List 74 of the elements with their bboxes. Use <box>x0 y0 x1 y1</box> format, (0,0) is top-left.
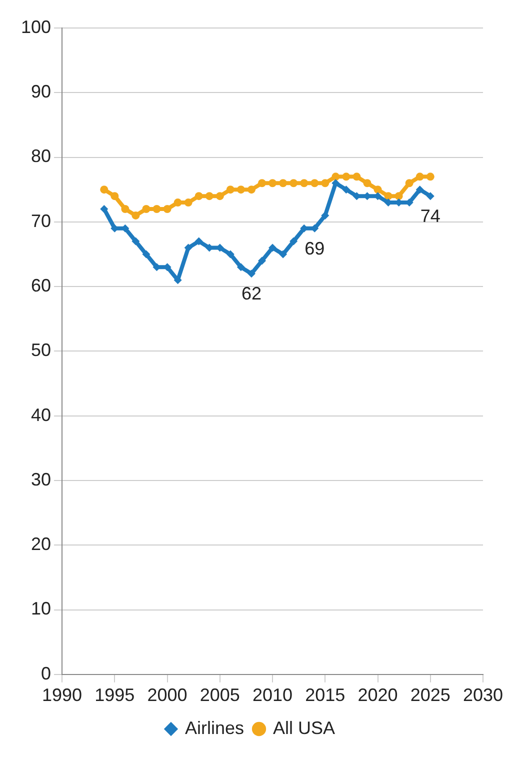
point <box>142 204 150 213</box>
point <box>236 263 245 272</box>
point <box>236 186 245 194</box>
point <box>163 204 172 213</box>
point <box>426 172 434 181</box>
point <box>416 186 424 194</box>
y-tick-label: 30 <box>31 469 52 490</box>
y-tick-label: 60 <box>31 276 52 296</box>
point <box>342 186 350 194</box>
point <box>332 172 340 181</box>
point <box>226 186 234 194</box>
point <box>279 250 288 258</box>
y-tick-label: 10 <box>31 598 52 619</box>
point <box>416 172 424 181</box>
point <box>321 179 330 188</box>
point <box>290 179 298 188</box>
x-tick-label: 2015 <box>305 685 346 706</box>
point <box>132 211 140 220</box>
x-tick-label: 1995 <box>94 685 135 706</box>
point <box>247 270 256 278</box>
x-tick-label: 2005 <box>200 685 240 706</box>
point <box>300 179 308 188</box>
point <box>121 204 130 213</box>
point <box>394 192 403 200</box>
y-tick-label: 0 <box>41 663 52 684</box>
x-tick-label: 1990 <box>42 685 82 706</box>
point <box>342 172 350 181</box>
x-tick-label: 2010 <box>252 685 293 706</box>
point <box>268 244 277 252</box>
x-tick-label: 2000 <box>147 685 188 706</box>
point <box>152 204 161 213</box>
point <box>110 192 119 200</box>
point <box>363 179 372 188</box>
point <box>258 256 266 265</box>
point <box>226 250 234 258</box>
point <box>258 179 266 188</box>
point <box>142 250 150 258</box>
y-tick-label: 70 <box>31 210 52 231</box>
point <box>279 179 288 188</box>
point <box>290 237 298 246</box>
point <box>332 179 340 188</box>
point <box>405 179 414 188</box>
x-tick-label: 2020 <box>358 685 398 706</box>
annotation: 74 <box>420 206 440 226</box>
point <box>184 244 192 252</box>
legend-label: All USA <box>273 718 336 738</box>
point <box>100 186 108 194</box>
legend-label: Airlines <box>184 718 244 738</box>
y-tick-label: 100 <box>20 16 52 37</box>
y-tick-label: 40 <box>31 404 52 425</box>
point <box>100 204 108 213</box>
point <box>205 192 214 200</box>
point <box>194 237 203 246</box>
point <box>174 198 182 207</box>
y-tick-label: 50 <box>31 340 52 360</box>
point <box>426 192 434 200</box>
y-tick-label: 80 <box>31 146 52 166</box>
annotation: 62 <box>241 284 262 304</box>
x-tick-label: 2030 <box>462 685 504 706</box>
point <box>184 198 192 207</box>
point <box>194 192 203 200</box>
point <box>247 186 256 194</box>
point <box>132 237 140 246</box>
annotation: 69 <box>304 238 325 258</box>
point <box>310 179 319 188</box>
point <box>268 179 277 188</box>
point <box>321 211 330 220</box>
point <box>384 192 392 200</box>
x-tick-label: 2025 <box>410 685 450 706</box>
y-tick-label: 90 <box>31 82 52 102</box>
point <box>352 172 361 181</box>
point <box>216 192 224 200</box>
point <box>374 186 382 194</box>
y-tick-label: 20 <box>31 534 52 554</box>
